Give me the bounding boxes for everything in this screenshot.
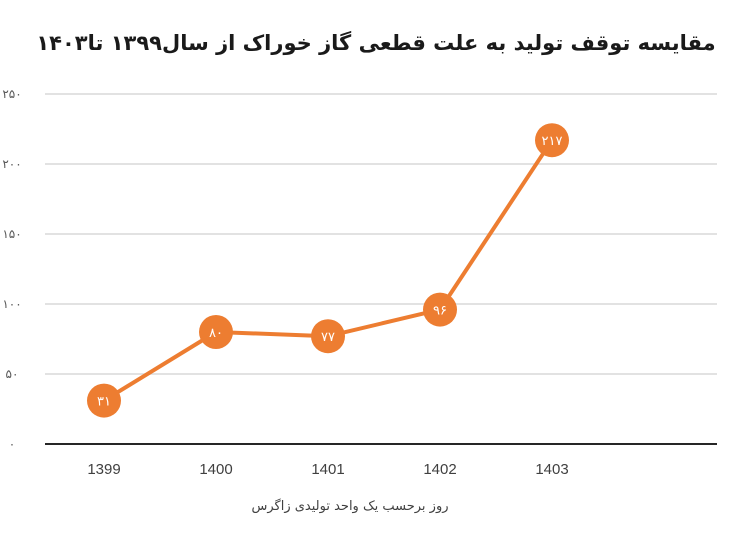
data-label: ۲۱۷ xyxy=(542,134,563,149)
series-line xyxy=(102,138,554,403)
y-tick-label: ۰ xyxy=(9,437,15,451)
data-point xyxy=(423,292,457,327)
y-tick-label: ۱۵۰ xyxy=(2,227,21,241)
x-tick-label: 1399 xyxy=(87,461,120,478)
y-tick-label: ۵۰ xyxy=(6,367,19,381)
y-axis-ticks: ۰ ۵۰ ۱۰۰ ۱۵۰ ۲۰۰ ۲۵۰ xyxy=(2,87,21,451)
x-tick-label: 1401 xyxy=(311,461,344,478)
y-tick-label: ۲۵۰ xyxy=(2,87,21,101)
data-label: ۷۷ xyxy=(321,330,335,345)
x-axis-ticks: 1399 1400 1401 1402 1403 xyxy=(87,461,568,478)
x-tick-label: 1402 xyxy=(423,461,456,478)
data-point xyxy=(199,315,233,349)
data-label: ۳۱ xyxy=(97,395,111,410)
data-points: ۳۱ ۸۰ ۷۷ ۹۶ ۲۱۷ xyxy=(87,123,569,418)
chart-title: مقایسه توقف تولید به علت قطعی گاز خوراک … xyxy=(36,30,715,55)
x-axis-label: روز برحسب یک واحد تولیدی زاگرس xyxy=(251,498,448,514)
y-tick-label: ۱۰۰ xyxy=(2,297,21,311)
y-tick-label: ۲۰۰ xyxy=(2,157,21,171)
data-point xyxy=(311,319,345,354)
gridlines xyxy=(45,93,717,375)
data-label: ۹۶ xyxy=(433,304,447,319)
data-point xyxy=(87,383,121,418)
x-tick-label: 1403 xyxy=(535,461,568,478)
data-point xyxy=(535,123,569,158)
data-label: ۸۰ xyxy=(209,326,223,341)
x-tick-label: 1400 xyxy=(199,461,232,478)
